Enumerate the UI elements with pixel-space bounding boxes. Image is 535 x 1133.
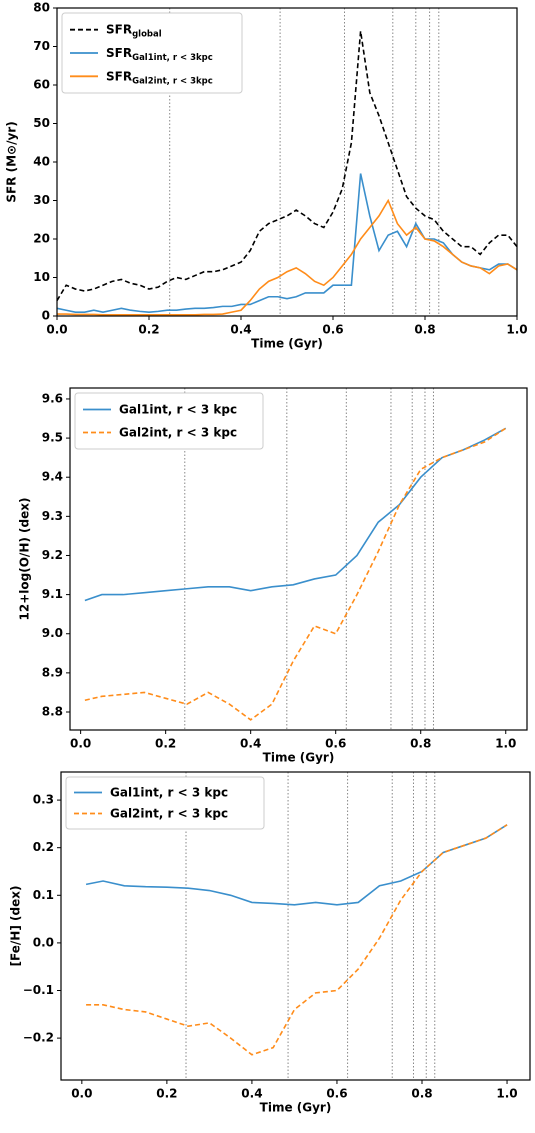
y-tick-label: 50 <box>33 116 50 130</box>
y-tick-label: 40 <box>33 155 50 169</box>
axis-frame <box>69 387 528 731</box>
y-tick-label: 8.9 <box>42 665 63 679</box>
legend-name: SFR <box>106 69 132 83</box>
series-line <box>56 30 518 302</box>
x-axis-label: Time (Gyr) <box>260 1101 332 1115</box>
y-tick-label: 10 <box>33 270 50 284</box>
y-tick-label: 8.8 <box>42 705 63 719</box>
y-tick-label: 70 <box>33 39 50 53</box>
y-tick-label: 0.1 <box>33 888 54 902</box>
legend-subscript: Gal2int, r < 3kpc <box>132 76 213 86</box>
series-line <box>84 427 507 721</box>
y-tick-label: 0.3 <box>33 793 54 807</box>
y-tick-label: 80 <box>33 1 50 15</box>
legend-subscript: Gal1int, r < 3kpc <box>132 53 213 63</box>
y-axis-label: 12+log(O/H) (dex) <box>18 498 32 621</box>
x-tick-label: 0.8 <box>410 737 431 751</box>
y-tick-label: 20 <box>33 232 50 246</box>
y-tick-label: 9.3 <box>42 509 63 523</box>
series-line <box>86 824 508 1056</box>
x-tick-label: 1.0 <box>496 1087 517 1101</box>
series-line <box>84 427 507 602</box>
x-tick-label: 0.0 <box>46 323 67 337</box>
series-line <box>57 198 518 316</box>
x-tick-label: 0.2 <box>155 737 176 751</box>
legend-name: SFR <box>106 22 132 36</box>
y-tick-label: 9.6 <box>42 391 63 405</box>
legend-label: Gal1int, r < 3 kpc <box>110 785 228 799</box>
y-tick-label: 0.0 <box>33 935 54 949</box>
x-axis-label: Time (Gyr) <box>251 337 323 351</box>
y-tick-label: −0.2 <box>23 1031 54 1045</box>
x-tick-label: 1.0 <box>495 737 516 751</box>
y-tick-label: 0 <box>42 309 50 323</box>
y-tick-label: 30 <box>33 193 50 207</box>
x-tick-label: 0.2 <box>156 1087 177 1101</box>
legend-box <box>61 12 243 94</box>
legend-label: SFRGal2int, r < 3kpc <box>106 69 213 86</box>
x-tick-label: 0.2 <box>138 323 159 337</box>
y-tick-label: 60 <box>33 78 50 92</box>
legend-box <box>65 776 265 830</box>
y-tick-label: 0.2 <box>33 840 54 854</box>
series-line <box>85 824 508 906</box>
y-tick-label: 9.0 <box>42 626 63 640</box>
legend-subscript: global <box>132 29 162 39</box>
y-tick-label: 9.4 <box>42 470 63 484</box>
x-tick-label: 0.6 <box>325 737 346 751</box>
x-tick-label: 0.6 <box>326 1087 347 1101</box>
legend-name: Gal1int, r < 3 kpc <box>110 785 228 799</box>
legend-name: SFR <box>106 46 132 60</box>
legend-name: Gal1int, r < 3 kpc <box>119 402 237 416</box>
legend-box <box>74 392 264 450</box>
x-tick-label: 0.0 <box>71 1087 92 1101</box>
x-tick-label: 0.8 <box>414 323 435 337</box>
x-tick-label: 0.4 <box>240 737 261 751</box>
x-tick-label: 0.0 <box>70 737 91 751</box>
y-axis-label: [Fe/H] (dex) <box>9 886 23 967</box>
legend-label: Gal1int, r < 3 kpc <box>119 402 237 416</box>
y-tick-label: 9.2 <box>42 548 63 562</box>
series-line <box>56 173 518 313</box>
y-axis-label: SFR (M⊙/yr) <box>5 121 19 202</box>
legend-label: SFRglobal <box>106 22 162 39</box>
x-tick-label: 0.4 <box>230 323 251 337</box>
axis-frame <box>60 771 531 1081</box>
legend-name: Gal2int, r < 3 kpc <box>119 425 237 439</box>
x-tick-label: 1.0 <box>506 323 527 337</box>
y-tick-label: 9.1 <box>42 587 63 601</box>
x-tick-label: 0.8 <box>411 1087 432 1101</box>
legend-label: SFRGal1int, r < 3kpc <box>106 46 213 63</box>
legend-name: Gal2int, r < 3 kpc <box>110 806 228 820</box>
x-tick-label: 0.4 <box>241 1087 262 1101</box>
y-tick-label: −0.1 <box>23 983 54 997</box>
legend-label: Gal2int, r < 3 kpc <box>110 806 228 820</box>
y-tick-label: 9.5 <box>42 431 63 445</box>
x-axis-label: Time (Gyr) <box>263 751 335 765</box>
legend-label: Gal2int, r < 3 kpc <box>119 425 237 439</box>
x-tick-label: 0.6 <box>322 323 343 337</box>
